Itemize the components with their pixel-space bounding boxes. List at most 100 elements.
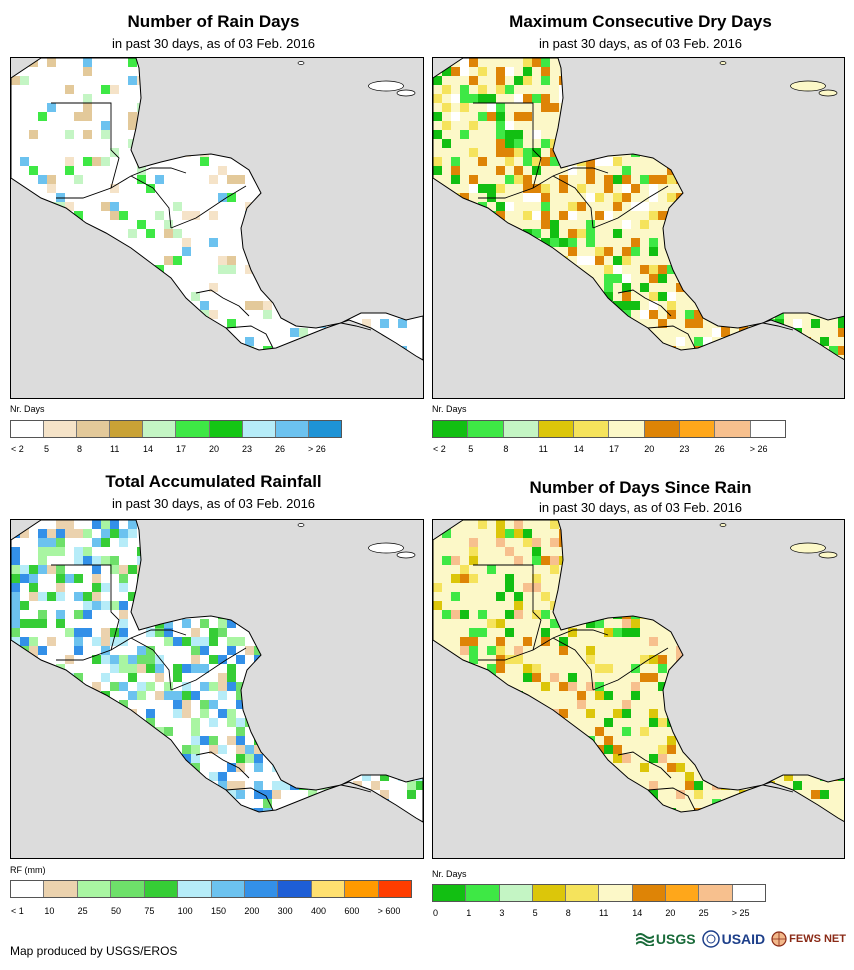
legend-swatch	[143, 421, 177, 437]
legend-swatch	[499, 885, 533, 901]
usaid-wordmark: USAID	[721, 931, 766, 947]
legend-swatch	[275, 421, 309, 437]
legend-swatch	[111, 881, 145, 897]
legend-tick-label: 1	[466, 908, 472, 918]
legend-swatch	[468, 421, 504, 437]
legend-swatch	[11, 881, 45, 897]
legend-unit: Nr. Days	[10, 404, 45, 414]
island	[790, 80, 826, 92]
legend-unit: Nr. Days	[432, 869, 467, 879]
panel-rain-days: Number of Rain Days in past 30 days, as …	[0, 0, 427, 465]
legend-tick-label: 0	[433, 908, 439, 918]
legend-swatch	[666, 885, 700, 901]
legend-tick-label: 11	[538, 444, 548, 454]
country-border	[195, 289, 250, 317]
island	[297, 523, 305, 527]
legend-tick-label: 400	[311, 906, 327, 916]
island	[790, 542, 826, 554]
legend-ticks: < 2 5 8 11 14 17 20 23 26 > 26	[432, 444, 784, 456]
legend-swatch	[715, 421, 751, 437]
legend-swatch	[77, 881, 112, 897]
legend-tick-label: 14	[573, 444, 584, 454]
legend-tick-label: 20	[665, 908, 676, 918]
country-border	[225, 325, 274, 349]
legend-swatch	[599, 885, 633, 901]
country-border	[647, 325, 696, 349]
country-border	[51, 564, 120, 661]
island	[368, 542, 404, 554]
fewsnet-globe-icon	[771, 931, 787, 947]
country-border	[617, 289, 672, 317]
legend-swatch	[433, 421, 469, 437]
fewsnet-wordmark: FEWS NET	[789, 933, 846, 945]
logo-strip: USGS USAID FEWS NET	[635, 930, 846, 948]
country-border	[340, 784, 372, 793]
legend-swatch	[680, 421, 716, 437]
island	[719, 61, 727, 65]
legend-bar	[432, 420, 786, 438]
country-border	[110, 167, 187, 189]
legend-tick-label: 5	[44, 444, 50, 454]
panel-title: Number of Rain Days	[127, 12, 300, 31]
legend-swatch	[532, 885, 567, 901]
legend-swatch	[574, 421, 610, 437]
map-canvas	[433, 58, 844, 361]
legend-tick-label: 11	[110, 444, 120, 454]
country-border	[195, 751, 250, 779]
legend-tick-label: 17	[609, 444, 620, 454]
panel-subtitle: in past 30 days, as of 03 Feb. 2016	[538, 36, 743, 51]
island	[818, 89, 838, 97]
legend-ticks: < 1 10 25 50 75 100 150 200 300 400 600 > 600	[10, 906, 410, 918]
legend-tick-label: > 25	[731, 908, 750, 918]
legend-tick-label: < 2	[433, 444, 446, 454]
usaid-logo: USAID	[701, 930, 766, 948]
coastline	[433, 520, 844, 823]
island	[719, 523, 727, 527]
country-border	[552, 175, 594, 229]
legend-swatch	[466, 885, 500, 901]
panel-dry-days: Maximum Consecutive Dry Days in past 30 …	[427, 0, 854, 465]
legend-swatch	[211, 881, 245, 897]
map-rain-days[interactable]	[10, 57, 424, 399]
legend-tick-label: 5	[532, 908, 538, 918]
country-border	[130, 637, 172, 691]
legend-bar	[10, 420, 342, 438]
legend-swatch	[308, 421, 341, 437]
legend-tick-label: 20	[644, 444, 655, 454]
legend-swatch	[11, 421, 45, 437]
legend-swatch	[503, 421, 539, 437]
country-border	[762, 322, 794, 331]
legend-swatch	[44, 881, 78, 897]
country-border	[552, 637, 594, 691]
legend-swatch	[77, 421, 111, 437]
coastline	[433, 58, 844, 361]
legend-unit: Nr. Days	[432, 404, 467, 414]
landmass	[11, 58, 423, 360]
map-dry-days[interactable]	[432, 57, 845, 399]
legend-tick-label: 23	[242, 444, 253, 454]
country-border	[592, 647, 669, 691]
legend-swatch	[44, 421, 78, 437]
legend-swatch	[538, 421, 575, 437]
legend-tick-label: 5	[468, 444, 474, 454]
country-border	[170, 647, 247, 691]
country-border	[592, 185, 669, 229]
map-since-rain[interactable]	[432, 519, 845, 859]
legend-tick-label: > 26	[308, 444, 326, 454]
legend-swatch	[345, 881, 379, 897]
country-border	[473, 564, 542, 661]
fewsnet-logo: FEWS NET	[771, 931, 846, 947]
usgs-logo: USGS	[635, 931, 696, 947]
legend-swatch	[178, 881, 212, 897]
legend-ticks: 0 1 3 5 8 11 14 20 25 > 25	[432, 908, 764, 920]
legend-swatch	[732, 885, 765, 901]
country-border	[170, 185, 247, 229]
country-border	[532, 629, 609, 651]
panel-title: Maximum Consecutive Dry Days	[509, 12, 772, 31]
legend-swatch	[244, 881, 279, 897]
usaid-seal-icon	[701, 930, 720, 948]
map-rainfall[interactable]	[10, 519, 424, 859]
island	[396, 89, 416, 97]
panel-subtitle: in past 30 days, as of 03 Feb. 2016	[538, 500, 743, 515]
legend-tick-label: 25	[698, 908, 709, 918]
